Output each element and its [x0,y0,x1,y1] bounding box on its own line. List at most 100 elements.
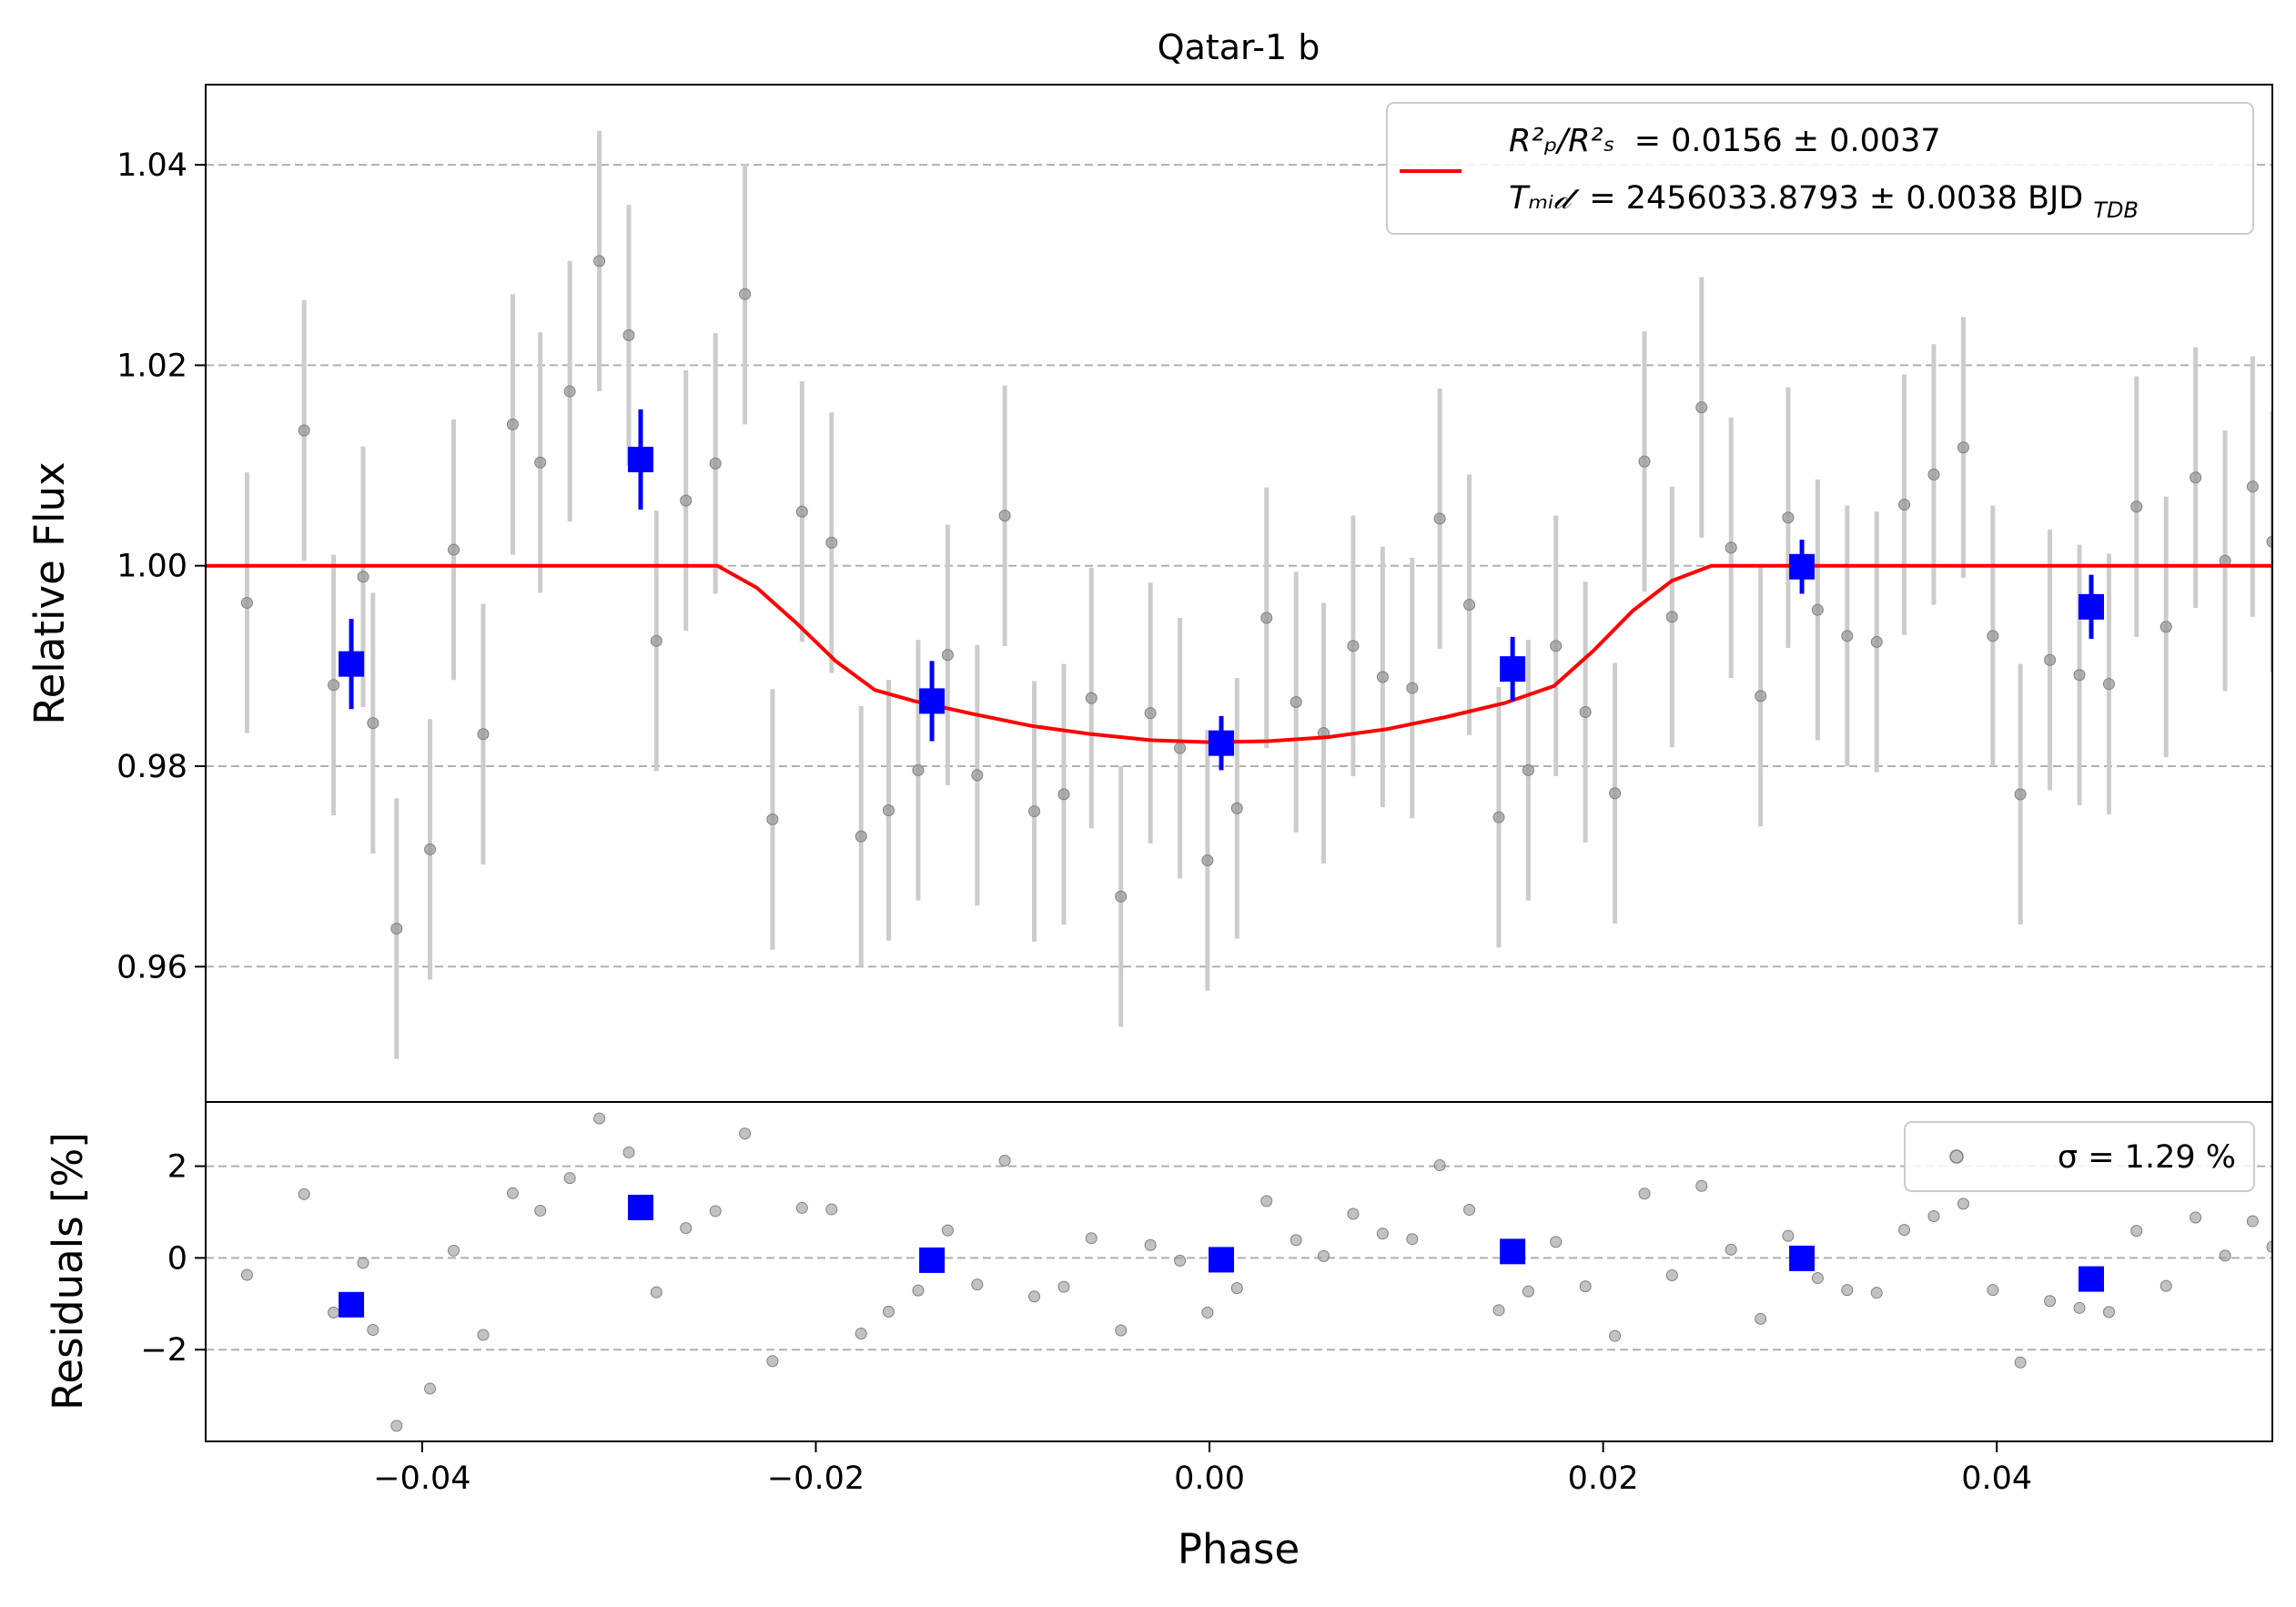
flux-raw-point [2102,678,2115,691]
residuals-raw-point [1290,1234,1302,1247]
flux-raw-point [709,457,722,470]
flux-raw-point [1260,611,1273,624]
residuals-binned-point [1789,1245,1816,1271]
residuals-binned-point [1500,1238,1526,1265]
residuals-raw-point [2102,1306,2115,1319]
flux-raw-point [1115,890,1128,903]
flux-raw-point [534,456,547,469]
flux-raw-point [1870,635,1883,648]
flux-raw-point [998,510,1011,522]
flux-raw-point [1085,692,1097,704]
flux-y-tick-label: 1.02 [116,348,187,384]
residuals-raw-points [240,1112,2272,1432]
residuals-raw-point [1638,1188,1651,1200]
flux-legend: R²ₚ/R²ₛ = 0.0156 ± 0.0037 Tₘᵢ𝒹 = 2456033… [1386,102,2254,235]
residuals-binned-point [919,1247,946,1273]
flux-raw-point [1347,640,1360,652]
flux-raw-point [390,922,403,935]
residuals-binned-point [2079,1266,2105,1292]
x-tick-label: 0.02 [1568,1460,1639,1497]
chart-title: Qatar-1 b [1158,27,1320,67]
residuals-raw-point [739,1127,752,1140]
flux-raw-point [855,830,867,843]
flux-raw-point [2159,621,2172,633]
flux-raw-point [367,717,379,730]
flux-y-tick-label: 1.00 [116,549,187,585]
residuals-raw-point [1406,1233,1419,1246]
residuals-x-ticks: −0.04 −0.02 0.00 0.02 0.04 [373,1441,2032,1497]
flux-binned-point [1500,656,1526,682]
flux-y-axis-label: Relative Flux [25,461,74,724]
flux-raw-point [1550,640,1563,652]
flux-raw-point [1755,690,1767,702]
flux-raw-point [795,505,808,518]
flux-binned-point [1209,730,1235,756]
residuals-legend: σ = 1.29 % [1904,1121,2255,1192]
flux-raw-point [1811,603,1824,616]
flux-raw-point [739,288,752,300]
flux-raw-point [298,424,310,437]
residuals-raw-point [1085,1232,1097,1245]
flux-y-tick-label: 0.98 [116,749,187,785]
residuals-raw-point [357,1257,369,1269]
residuals-raw-point [766,1355,779,1368]
residuals-raw-point [1174,1254,1187,1267]
residuals-raw-point [1144,1238,1157,1251]
residuals-raw-point [298,1188,310,1200]
flux-raw-point [1376,671,1389,683]
flux-raw-point [2190,471,2202,484]
residuals-raw-point [1028,1290,1041,1303]
residuals-binned-points [339,1194,2105,1318]
residuals-raw-point [328,1306,340,1319]
legend-tmid-subscript: TDB [2093,197,2139,223]
legend-model-line1: R²ₚ/R²ₛ = 0.0156 ± 0.0037 [1509,123,1941,159]
residuals-binned-point [339,1291,365,1318]
flux-raw-point [2073,669,2086,682]
flux-raw-point [912,763,925,776]
residuals-raw-point [855,1328,867,1340]
residuals-raw-point [477,1329,490,1341]
residuals-raw-point [709,1205,722,1218]
residuals-raw-point [1318,1249,1330,1262]
flux-raw-point [2266,535,2272,548]
residuals-raw-point [1927,1210,1940,1223]
legend-tmid-symbol: Tₘᵢ𝒹 [1509,180,1580,217]
flux-raw-point [1898,499,1911,511]
residuals-raw-point [1579,1280,1592,1293]
residuals-raw-point [2044,1295,2057,1308]
residuals-raw-point [1550,1236,1563,1248]
residuals-raw-point [1347,1208,1360,1220]
flux-raw-point [1174,742,1187,754]
residuals-raw-point [1522,1285,1534,1298]
residuals-raw-point [1492,1304,1505,1317]
residuals-raw-point [2073,1301,2086,1314]
x-tick-label: 0.00 [1174,1460,1245,1497]
flux-raw-point [1927,468,1940,480]
flux-raw-point [941,649,954,662]
x-axis-label: Phase [1178,1525,1300,1573]
flux-raw-point [1609,787,1622,800]
residuals-raw-point [390,1420,403,1432]
residuals-raw-point [1755,1312,1767,1325]
legend-rp-rs-value: = 0.0156 ± 0.0037 [1634,123,1941,159]
residuals-y-tick-label: 0 [167,1240,187,1277]
flux-raw-point [2130,500,2143,513]
flux-raw-point [2246,480,2259,493]
flux-raw-point [1987,630,1999,642]
residuals-raw-point [2159,1279,2172,1292]
flux-raw-point [1144,707,1157,720]
residuals-raw-point [941,1224,954,1237]
residuals-raw-point [2190,1211,2202,1224]
residuals-raw-point [1725,1243,1737,1256]
flux-binned-point [627,446,653,472]
residuals-raw-point [1695,1179,1708,1192]
flux-raw-point [1579,706,1592,719]
flux-raw-point [1463,599,1476,611]
residuals-raw-point [1898,1224,1911,1237]
residuals-raw-point [2266,1240,2272,1253]
flux-binned-points [339,409,2105,771]
flux-raw-point [1638,455,1651,468]
flux-raw-point [883,804,895,816]
